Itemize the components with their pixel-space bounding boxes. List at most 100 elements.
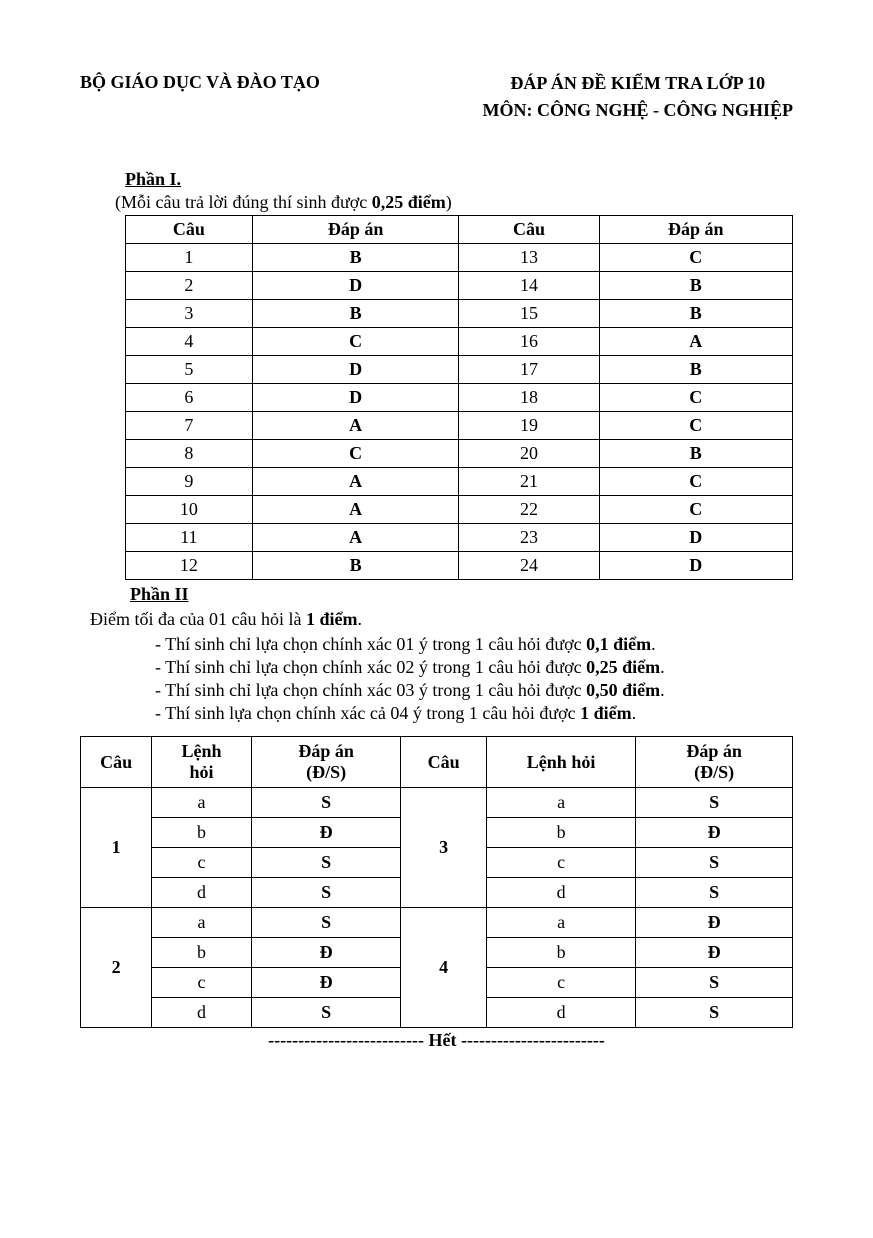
- cell-answer: C: [252, 328, 459, 356]
- cell-question-group: 1: [81, 788, 152, 908]
- cell-answer: B: [599, 272, 792, 300]
- t2-col-lenhhoi2: Lệnh hỏi: [486, 737, 636, 788]
- col-dapan-1: Đáp án: [252, 216, 459, 244]
- cell-answer: S: [636, 788, 793, 818]
- t2-col-dapan2: Đáp án (Đ/S): [636, 737, 793, 788]
- col-dapan-2: Đáp án: [599, 216, 792, 244]
- cell-question: 4: [126, 328, 253, 356]
- table2-header-row: Câu Lệnh hỏi Đáp án (Đ/S) Câu Lệnh hỏi Đ…: [81, 737, 793, 788]
- cell-subquestion: a: [486, 788, 636, 818]
- bullet-line: - Thí sinh lựa chọn chính xác cả 04 ý tr…: [155, 703, 793, 724]
- col-cau-2: Câu: [459, 216, 599, 244]
- cell-question: 18: [459, 384, 599, 412]
- table-row: 1aS3aS: [81, 788, 793, 818]
- cell-question: 24: [459, 552, 599, 580]
- cell-subquestion: a: [486, 908, 636, 938]
- table-row: 12B24D: [126, 552, 793, 580]
- cell-answer: S: [636, 998, 793, 1028]
- cell-question: 10: [126, 496, 253, 524]
- cell-answer: D: [252, 384, 459, 412]
- cell-answer: S: [636, 848, 793, 878]
- cell-subquestion: d: [152, 878, 252, 908]
- cell-question: 15: [459, 300, 599, 328]
- cell-answer: B: [252, 300, 459, 328]
- cell-question: 8: [126, 440, 253, 468]
- cell-question: 6: [126, 384, 253, 412]
- part2-intro: Điểm tối đa của 01 câu hỏi là 1 điểm.: [90, 609, 793, 630]
- bullet-line: - Thí sinh chỉ lựa chọn chính xác 01 ý t…: [155, 634, 793, 655]
- cell-answer: S: [251, 788, 401, 818]
- cell-subquestion: a: [152, 908, 252, 938]
- bullet-line: - Thí sinh chỉ lựa chọn chính xác 02 ý t…: [155, 657, 793, 678]
- cell-answer: S: [251, 848, 401, 878]
- end-marker: -------------------------- Hết ---------…: [80, 1030, 793, 1051]
- cell-answer: S: [251, 998, 401, 1028]
- cell-question: 23: [459, 524, 599, 552]
- t2-col-lenhhoi1: Lệnh hỏi: [152, 737, 252, 788]
- cell-answer: B: [252, 244, 459, 272]
- cell-answer: Đ: [636, 938, 793, 968]
- cell-question: 3: [126, 300, 253, 328]
- cell-answer: B: [599, 356, 792, 384]
- cell-question-group: 2: [81, 908, 152, 1028]
- part2-answer-table: Câu Lệnh hỏi Đáp án (Đ/S) Câu Lệnh hỏi Đ…: [80, 736, 793, 1028]
- t2-col-dapan1: Đáp án (Đ/S): [251, 737, 401, 788]
- cell-subquestion: c: [152, 848, 252, 878]
- cell-answer: C: [599, 468, 792, 496]
- table-row: 6D18C: [126, 384, 793, 412]
- cell-question: 2: [126, 272, 253, 300]
- cell-subquestion: a: [152, 788, 252, 818]
- table-row: 9A21C: [126, 468, 793, 496]
- cell-answer: C: [599, 384, 792, 412]
- cell-answer: Đ: [251, 938, 401, 968]
- cell-question: 14: [459, 272, 599, 300]
- bullet-line: - Thí sinh chỉ lựa chọn chính xác 03 ý t…: [155, 680, 793, 701]
- cell-answer: Đ: [636, 818, 793, 848]
- cell-answer: A: [599, 328, 792, 356]
- cell-answer: Đ: [251, 968, 401, 998]
- cell-answer: S: [636, 878, 793, 908]
- cell-question: 1: [126, 244, 253, 272]
- table-row: 10A22C: [126, 496, 793, 524]
- t2-col-cau1: Câu: [81, 737, 152, 788]
- table-header-row: Câu Đáp án Câu Đáp án: [126, 216, 793, 244]
- cell-answer: S: [251, 878, 401, 908]
- header-title-line2: MÔN: CÔNG NGHỆ - CÔNG NGHIỆP: [483, 97, 794, 124]
- col-cau-1: Câu: [126, 216, 253, 244]
- cell-answer: D: [252, 356, 459, 384]
- cell-subquestion: c: [486, 968, 636, 998]
- cell-question: 17: [459, 356, 599, 384]
- cell-subquestion: c: [152, 968, 252, 998]
- cell-answer: Đ: [251, 818, 401, 848]
- part1-note: (Mỗi câu trả lời đúng thí sinh được 0,25…: [115, 192, 793, 213]
- cell-answer: A: [252, 524, 459, 552]
- cell-question: 11: [126, 524, 253, 552]
- t2-col-cau2: Câu: [401, 737, 486, 788]
- table-row: 3B15B: [126, 300, 793, 328]
- cell-question: 22: [459, 496, 599, 524]
- cell-answer: B: [599, 440, 792, 468]
- cell-answer: A: [252, 496, 459, 524]
- cell-answer: A: [252, 468, 459, 496]
- cell-question: 16: [459, 328, 599, 356]
- cell-question: 21: [459, 468, 599, 496]
- table-row: 1B13C: [126, 244, 793, 272]
- cell-subquestion: b: [486, 938, 636, 968]
- cell-subquestion: b: [486, 818, 636, 848]
- cell-question: 20: [459, 440, 599, 468]
- table-row: 2aS4aĐ: [81, 908, 793, 938]
- table-row: 2D14B: [126, 272, 793, 300]
- cell-answer: B: [252, 552, 459, 580]
- part2-title: Phần II: [130, 584, 793, 605]
- cell-question-group: 3: [401, 788, 486, 908]
- cell-subquestion: c: [486, 848, 636, 878]
- table-row: 8C20B: [126, 440, 793, 468]
- cell-subquestion: d: [152, 998, 252, 1028]
- cell-answer: C: [599, 412, 792, 440]
- cell-answer: D: [599, 552, 792, 580]
- cell-answer: B: [599, 300, 792, 328]
- cell-subquestion: b: [152, 818, 252, 848]
- cell-subquestion: b: [152, 938, 252, 968]
- table-row: 5D17B: [126, 356, 793, 384]
- header-left-org: BỘ GIÁO DỤC VÀ ĐÀO TẠO: [80, 70, 320, 124]
